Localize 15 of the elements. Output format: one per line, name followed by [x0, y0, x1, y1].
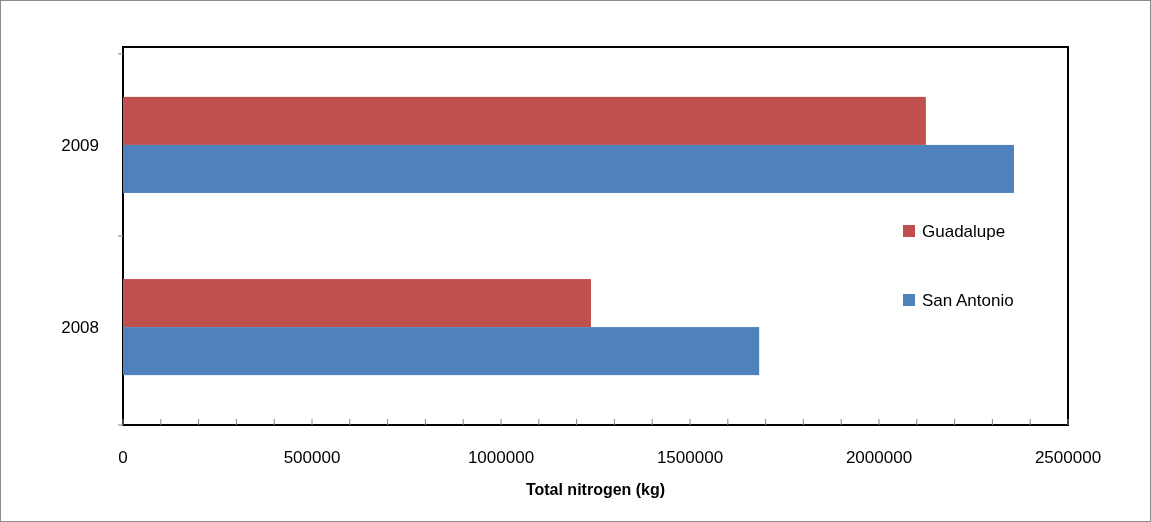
bar	[123, 96, 926, 145]
x-tick-label: 500000	[283, 448, 341, 467]
x-tick-label: 2500000	[1034, 448, 1102, 467]
legend-label: San Antonio	[922, 291, 1014, 310]
x-tick-label: 0	[118, 448, 128, 467]
y-tick-label: 2009	[61, 135, 99, 155]
x-tick-label: 1500000	[656, 448, 724, 467]
bar	[123, 279, 591, 328]
x-axis-title: Total nitrogen (kg)	[525, 481, 666, 498]
legend-label: Guadalupe	[922, 222, 1006, 241]
x-tick-label: 1000000	[467, 448, 535, 467]
y-tick-label: 2008	[61, 318, 99, 338]
x-tick-label: 2000000	[845, 448, 913, 467]
bar	[123, 327, 760, 376]
bar	[123, 144, 1014, 193]
